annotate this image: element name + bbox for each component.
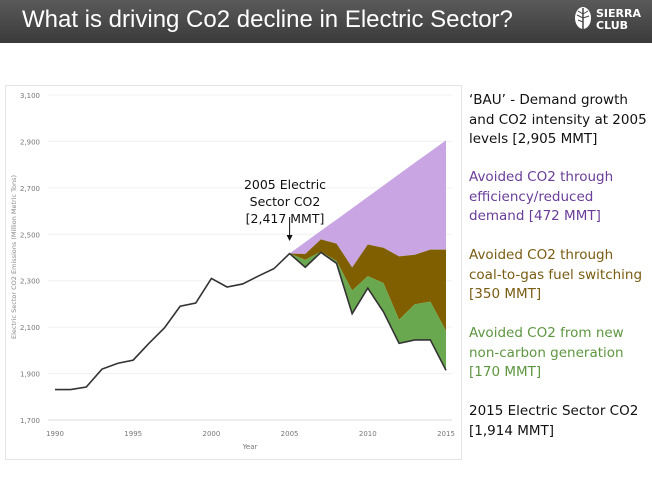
annotation-text: [2,417 MMT] xyxy=(246,211,325,226)
y-tick-label: 1,900 xyxy=(20,371,40,379)
sierra-club-logo: SIERRA CLUB xyxy=(572,6,648,36)
logo-text: SIERRA CLUB xyxy=(596,8,641,32)
actual-emissions-line xyxy=(55,251,447,391)
x-tick-label: 2000 xyxy=(202,430,220,438)
legend-note-3: Avoided CO2 from new non-carbon generati… xyxy=(469,325,624,380)
annotation-text: Sector CO2 xyxy=(250,194,321,209)
y-tick-label: 2,900 xyxy=(20,138,40,146)
arrowhead-icon xyxy=(286,235,293,241)
slide-title: What is driving Co2 decline in Electric … xyxy=(22,6,513,33)
legend-note-4: 2015 Electric Sector CO2 [1,914 MMT] xyxy=(469,403,639,439)
y-tick-label: 2,300 xyxy=(20,278,40,286)
legend-note-0: ‘BAU’ - Demand growth and CO2 intensity … xyxy=(469,92,647,147)
y-tick-label: 3,100 xyxy=(20,92,40,100)
x-tick-label: 1990 xyxy=(46,430,64,438)
y-tick-label: 2,500 xyxy=(20,231,40,239)
y-tick-label: 2,100 xyxy=(20,324,40,332)
logo-text-line: CLUB xyxy=(596,19,629,32)
x-axis-label: Year xyxy=(242,443,258,451)
tree-icon xyxy=(575,7,591,33)
x-tick-label: 2015 xyxy=(437,430,455,438)
area-non-carbon xyxy=(289,251,446,371)
x-tick-label: 2005 xyxy=(281,430,299,438)
area-efficiency xyxy=(289,140,446,268)
x-tick-label: 2010 xyxy=(359,430,377,438)
annotation-text: 2005 Electric xyxy=(244,177,326,192)
x-tick-label: 1995 xyxy=(124,430,142,438)
y-axis-label: Electric Sector CO2 Emissions (Million M… xyxy=(10,175,18,339)
title-bar: What is driving Co2 decline in Electric … xyxy=(0,0,652,43)
area-coal-to-gas xyxy=(289,239,446,331)
logo-text-line: SIERRA xyxy=(596,7,641,20)
legend-note-2: Avoided CO2 through coal-to-gas fuel swi… xyxy=(469,247,643,302)
chart-frame xyxy=(5,85,462,460)
legend-note-1: Avoided CO2 through efficiency/reduced d… xyxy=(469,169,614,224)
y-tick-label: 2,700 xyxy=(20,185,40,193)
y-tick-label: 1,700 xyxy=(20,417,40,425)
